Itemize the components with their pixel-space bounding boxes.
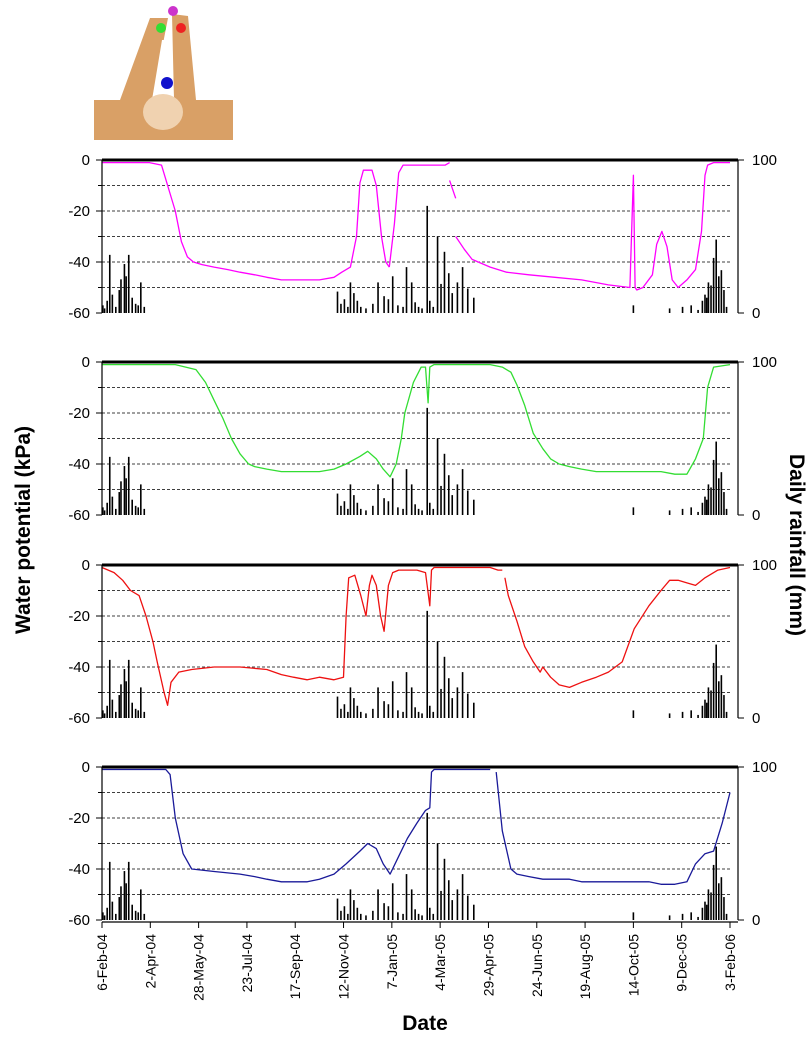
panel-2: 0 -20 -40 -60 100 0	[68, 354, 777, 524]
water-potential-line	[495, 772, 731, 885]
left-tick-label: -20	[68, 608, 90, 625]
water-potential-line	[102, 161, 390, 281]
sensor-dot-right	[176, 23, 186, 33]
water-potential-line	[504, 566, 731, 689]
left-tick-label: -40	[68, 659, 90, 676]
y-axis-left-label: Water potential (kPa)	[12, 426, 35, 634]
left-tick-label: -20	[68, 810, 90, 827]
panel-4: 0 -20 -40 -60 100 0	[68, 759, 777, 929]
x-tick-label: 7-Jan-05	[384, 934, 400, 989]
left-tick-label: -60	[68, 305, 90, 322]
right-tick-label: 100	[752, 759, 777, 776]
x-tick-label: 3-Feb-06	[722, 934, 738, 991]
sensor-dot-top	[168, 6, 178, 16]
right-tick-label: 0	[752, 710, 760, 727]
x-tick-label: 28-May-04	[191, 934, 207, 1001]
left-tick-label: -40	[68, 861, 90, 878]
water-potential-line	[455, 161, 730, 291]
left-tick-label: 0	[82, 152, 90, 169]
right-tick-label: 0	[752, 305, 760, 322]
left-tick-label: 0	[82, 759, 90, 776]
left-tick-label: -60	[68, 507, 90, 524]
x-tick-label: 9-Dec-05	[674, 934, 690, 992]
right-tick-label: 100	[752, 152, 777, 169]
left-tick-label: -40	[68, 254, 90, 271]
panel-3: 0 -20 -40 -60 100 0	[68, 557, 777, 727]
x-tick-label: 23-Jul-04	[239, 934, 255, 993]
sensor-dot-left	[156, 23, 166, 33]
right-tick-label: 0	[752, 912, 760, 929]
diagram-trunk-left	[94, 18, 168, 118]
left-tick-label: -60	[68, 710, 90, 727]
water-potential-line	[448, 180, 457, 199]
left-tick-label: -20	[68, 405, 90, 422]
sensor-dot-deep	[161, 77, 173, 89]
diagram-trunk-right	[172, 14, 233, 122]
x-tick-label: 4-Mar-05	[432, 934, 448, 991]
left-tick-label: -60	[68, 912, 90, 929]
left-tick-label: -40	[68, 456, 90, 473]
x-tick-label: 24-Jun-05	[529, 934, 545, 997]
water-potential-line	[101, 566, 503, 706]
x-tick-label: 19-Aug-05	[577, 934, 593, 1000]
x-tick-label: 14-Oct-05	[625, 934, 641, 996]
water-potential-line	[102, 363, 731, 478]
right-tick-label: 0	[752, 507, 760, 524]
diagram-root-bulb	[143, 94, 183, 130]
y-axis-right-label: Daily rainfall (mm)	[785, 454, 808, 636]
x-tick-label: 17-Sep-04	[287, 934, 303, 1000]
left-tick-label: -20	[68, 203, 90, 220]
x-axis: 6-Feb-04 2-Apr-04 28-May-04 23-Jul-04 17-Sep…	[94, 921, 738, 1001]
panel-1: 0 -20 -40 -60 100 0	[68, 152, 777, 322]
x-tick-label: 29-Apr-05	[480, 934, 496, 996]
water-potential-line	[102, 768, 491, 883]
left-tick-label: 0	[82, 557, 90, 574]
right-tick-label: 100	[752, 557, 777, 574]
water-potential-line	[388, 162, 450, 268]
right-tick-label: 100	[752, 354, 777, 371]
sensor-placement-diagram	[94, 6, 233, 140]
left-tick-label: 0	[82, 354, 90, 371]
x-tick-label: 2-Apr-04	[142, 934, 158, 989]
x-tick-label: 12-Nov-04	[336, 934, 352, 1000]
x-tick-label: 6-Feb-04	[94, 934, 110, 991]
x-axis-label: Date	[402, 1012, 448, 1035]
